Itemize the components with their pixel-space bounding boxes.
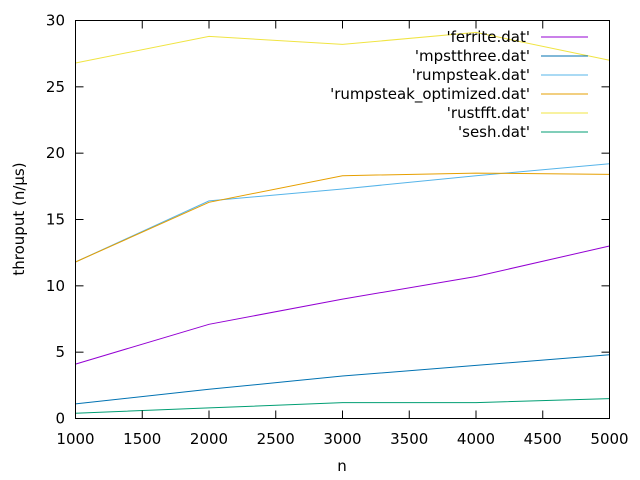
y-tick-label: 0 <box>55 410 65 428</box>
y-tick-label: 5 <box>55 343 65 361</box>
series-line-4 <box>75 31 610 64</box>
x-tick-label: 2000 <box>190 430 228 448</box>
series-line-3 <box>75 172 610 263</box>
series-line-2 <box>75 163 610 263</box>
x-tick-label: 5000 <box>590 430 628 448</box>
x-tick-label: 1500 <box>123 430 161 448</box>
legend-label: 'ferrite.dat' <box>447 28 530 46</box>
x-tick-label: 4000 <box>457 430 495 448</box>
legend-label: 'sesh.dat' <box>458 123 530 141</box>
ticks-layer: 1000 1500 2000 2500 3000 3500 4000 4500 5000 0 5 10… <box>46 12 629 449</box>
y-tick-label: 10 <box>46 277 65 295</box>
x-tick-label: 1000 <box>56 430 94 448</box>
series-line-5 <box>75 398 610 414</box>
x-tick-label: 3500 <box>390 430 428 448</box>
legend-label: 'rustfft.dat' <box>447 104 530 122</box>
series-line-0 <box>75 245 610 365</box>
y-tick-label: 30 <box>46 12 65 30</box>
legend-label: 'rumpsteak.dat' <box>412 66 530 84</box>
y-tick-label: 25 <box>46 78 65 96</box>
legend-label: 'rumpsteak_optimized.dat' <box>330 85 530 104</box>
legend-label: 'mpstthree.dat' <box>415 47 530 65</box>
series-layer <box>75 31 610 414</box>
x-tick-label: 3000 <box>323 430 361 448</box>
series-line-1 <box>75 354 610 405</box>
legend: 'ferrite.dat''mpstthree.dat''rumpsteak.d… <box>330 28 588 141</box>
x-tick-label: 4500 <box>524 430 562 448</box>
y-tick-label: 15 <box>46 211 65 229</box>
x-axis-label: n <box>337 457 347 475</box>
y-axis-label: throuput (n/µs) <box>10 162 28 275</box>
y-tick-label: 20 <box>46 144 65 162</box>
x-tick-label: 2500 <box>257 430 295 448</box>
